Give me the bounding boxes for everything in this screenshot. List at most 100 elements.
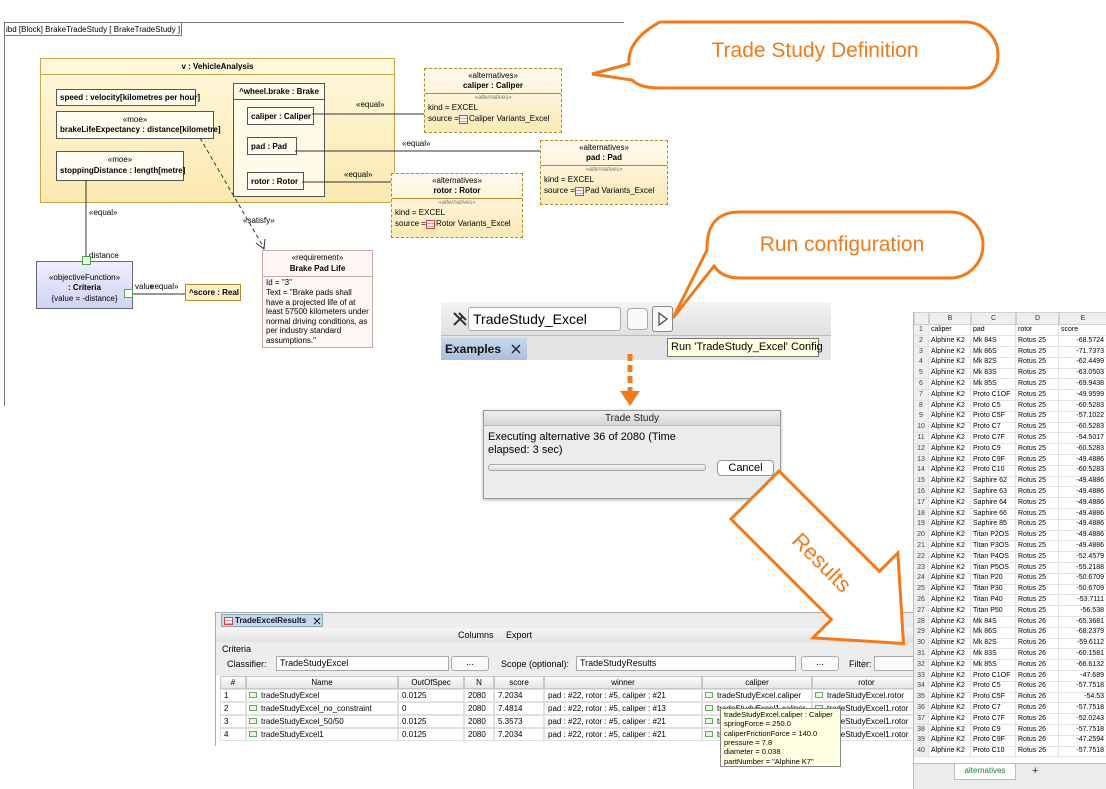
sheet-cell: Rotus 26	[1016, 713, 1059, 726]
row-number: 35	[914, 692, 929, 704]
sheet-cell: Alphine K2	[929, 497, 971, 510]
sheet-cell: -49.4886	[1059, 498, 1106, 510]
close-icon[interactable]	[313, 617, 321, 625]
sheet-cell: Titan P2OS	[971, 530, 1016, 542]
row-number: 25	[914, 584, 929, 596]
column-letter: C	[971, 312, 1016, 325]
sheet-cell: -52.4579	[1059, 552, 1106, 564]
table-cell[interactable]: tradeStudyExcel_no_constraint	[246, 702, 398, 715]
sheet-cell: Alphine K2	[929, 670, 971, 682]
table-cell: 0.0125	[398, 728, 464, 741]
table-cell[interactable]: tradeStudyExcel	[246, 689, 398, 702]
sheet-cell: rotor	[1016, 325, 1059, 337]
tooltip-line: caliperFrictionForce = 140.0	[724, 728, 818, 738]
divider	[392, 198, 522, 199]
block-title: caliper : Caliper	[462, 81, 524, 90]
sheet-cell: Alphine K2	[929, 573, 971, 585]
table-cell: 2	[220, 702, 246, 715]
row-number: 14	[914, 465, 929, 477]
sheet-cell: Rotus 25	[1016, 389, 1059, 402]
sheet-cell: -50.6709	[1059, 573, 1106, 585]
spreadsheet: B C D E 1 caliper pad rotor score 2 Alphine K2 Mk 8…	[913, 312, 1106, 789]
icon	[313, 617, 321, 625]
spinner-button[interactable]	[627, 308, 648, 330]
divider	[263, 276, 372, 277]
sheet-cell: Rotus 26	[1016, 724, 1059, 736]
table-cell[interactable]: tradeStudyExcel_50/50	[246, 715, 398, 728]
sheet-cell: Mk 86S	[971, 346, 1016, 358]
sheet-cell: Alphine K2	[929, 400, 971, 412]
close-icon[interactable]	[511, 344, 521, 354]
browse-button[interactable]: ...	[801, 656, 839, 671]
connector-label: «equal»	[150, 282, 179, 291]
config-selector[interactable]: TradeStudy_Excel	[468, 307, 621, 331]
cancel-button[interactable]: Cancel	[717, 460, 774, 476]
sheet-cell: Titan P5OS	[971, 562, 1016, 574]
callout-text: Trade Study Definition	[711, 39, 919, 62]
sheet-cell: Alphine K2	[929, 476, 971, 488]
sheet-cell: Alphine K2	[929, 595, 971, 607]
criteria-block: «objectiveFunction»: Criteria {value = -d…	[36, 261, 133, 309]
sheet-cell: Rotus 26	[1016, 681, 1059, 693]
sheet-cell: Alphine K2	[929, 746, 971, 758]
row-number: 26	[914, 595, 929, 607]
sheet-cell: Proto C1OF	[971, 389, 1016, 402]
play-icon	[658, 311, 668, 327]
sheet-cell: -57.7518	[1059, 725, 1106, 736]
table-cell: pad : #22, rotor : #5, caliper : #21	[544, 715, 702, 728]
column-header: N	[464, 676, 494, 689]
source-label: source =	[428, 114, 459, 123]
sheet-cell: Saphire 63	[971, 487, 1016, 499]
export-button[interactable]: Export	[506, 630, 533, 640]
dialog-title: Trade Study	[484, 411, 780, 426]
sheet-cell: Proto C5	[971, 681, 1016, 693]
sheet-cell: Rotus 25	[1016, 530, 1059, 542]
table-cell: tradeStudyExcel.caliper	[702, 689, 812, 702]
sheet-cell: -49.4886	[1059, 455, 1106, 466]
columns-button[interactable]: Columns	[458, 630, 494, 640]
sheet-cell: Proto C9	[971, 443, 1016, 456]
sheet-cell: Mk 84S	[971, 335, 1016, 348]
examples-tab[interactable]: Examples	[441, 338, 527, 360]
sheet-cell: Rotus 26	[1016, 746, 1059, 758]
classifier-field[interactable]: TradeStudyExcel	[276, 656, 449, 671]
run-button[interactable]	[652, 306, 673, 332]
add-sheet[interactable]: +	[1032, 765, 1039, 777]
sheet-cell: Proto C7F	[971, 433, 1016, 445]
table-cell: pad : #22, rotor : #5, caliper : #13	[544, 702, 702, 715]
sheet-cell: -50.6709	[1059, 584, 1106, 596]
sheet-cell: Alphine K2	[929, 389, 971, 402]
row-number: 17	[914, 497, 929, 510]
sheet-cell: -55.2188	[1059, 563, 1106, 574]
table-cell[interactable]: tradeStudyExcel1	[246, 728, 398, 741]
scope-field[interactable]: TradeStudyResults	[576, 656, 796, 671]
table-cell: pad : #22, rotor : #5, caliper : #21	[544, 689, 702, 702]
filter-box[interactable]	[874, 656, 916, 671]
alternatives-block: «alternatives» rotor : Rotor «alternatives…	[391, 173, 523, 238]
block-divider	[41, 74, 394, 75]
table-cell: 0.0125	[398, 689, 464, 702]
req-id: Id = "3"	[266, 278, 292, 287]
browse-button[interactable]: ...	[451, 656, 489, 671]
tools-icon	[453, 312, 467, 326]
port-label: value	[135, 282, 155, 291]
kind: kind = EXCEL	[544, 175, 595, 184]
part-label: stoppingDistance : length[metre]	[60, 166, 186, 175]
sheet-cell: Alphine K2	[929, 346, 971, 358]
sheet-cell: -49.4886	[1059, 476, 1106, 488]
sheet-cell: -57.7518	[1059, 681, 1106, 693]
sheet-cell: Rotus 25	[1016, 465, 1059, 477]
table-cell: 7.4814	[494, 702, 544, 715]
sheet-cell: Alphine K2	[929, 530, 971, 542]
element-icon	[705, 692, 713, 698]
sheet-cell: Alphine K2	[929, 735, 971, 747]
row-number: 4	[914, 357, 929, 369]
part-label: brakeLifeExpectancy : distance[kilometre…	[60, 125, 221, 134]
sheet-cell: Alphine K2	[929, 627, 971, 639]
sheet-cell: Proto C5F	[971, 692, 1016, 704]
sheet-tab[interactable]: alternatives	[954, 764, 1016, 780]
score-part: ^score : Real	[185, 284, 241, 301]
results-tab[interactable]: TradeExcelResults	[221, 614, 323, 627]
row-number: 21	[914, 541, 929, 553]
block-title: pad : Pad	[585, 153, 622, 162]
